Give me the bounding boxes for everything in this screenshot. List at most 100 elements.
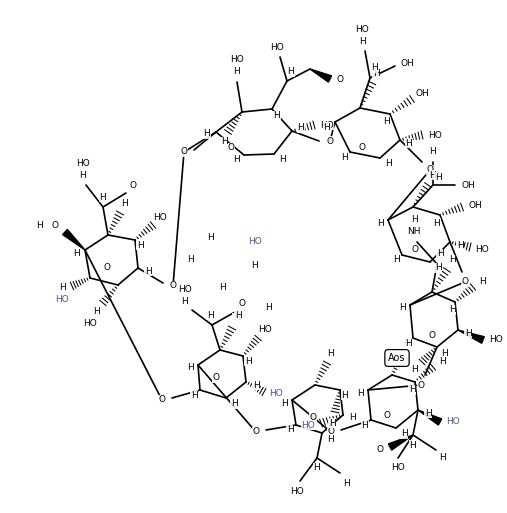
Text: H: H [449, 255, 455, 265]
Text: H: H [442, 348, 448, 358]
Text: H: H [480, 278, 486, 286]
Text: H: H [281, 399, 287, 407]
Polygon shape [458, 330, 484, 343]
Text: HO: HO [489, 336, 503, 345]
Text: H: H [314, 464, 320, 472]
Polygon shape [418, 410, 442, 425]
Text: H: H [59, 284, 65, 292]
Text: O: O [52, 221, 58, 229]
Text: H: H [425, 408, 431, 418]
Text: H: H [99, 192, 106, 202]
Text: H: H [207, 310, 213, 320]
Text: H: H [410, 441, 416, 449]
Text: HO: HO [258, 326, 272, 334]
Text: H: H [356, 388, 364, 398]
Text: HO: HO [270, 43, 284, 51]
Text: H: H [434, 264, 442, 272]
Text: H: H [80, 170, 86, 180]
Polygon shape [63, 229, 85, 250]
Text: H: H [328, 348, 335, 358]
Text: H: H [399, 304, 406, 312]
Text: HO: HO [153, 213, 167, 223]
Text: O: O [426, 166, 433, 174]
Text: O: O [337, 74, 344, 84]
Text: H: H [361, 421, 369, 429]
Text: H: H [411, 215, 417, 225]
Text: H: H [204, 129, 210, 139]
Text: H: H [187, 255, 193, 265]
Text: H: H [437, 249, 444, 259]
Text: H: H [401, 429, 408, 439]
Text: O: O [103, 264, 111, 272]
Text: O: O [461, 278, 468, 286]
Text: O: O [328, 427, 335, 437]
Text: O: O [252, 427, 260, 437]
Text: H: H [329, 419, 335, 427]
Text: O: O [358, 143, 366, 151]
Text: H: H [286, 425, 294, 435]
Text: H: H [358, 36, 366, 46]
Text: H: H [136, 241, 143, 249]
Text: O: O [169, 282, 176, 290]
Text: H: H [144, 266, 152, 275]
Text: H: H [74, 248, 81, 258]
Text: OH: OH [461, 181, 475, 189]
Text: H: H [404, 339, 410, 347]
Text: H: H [406, 139, 412, 148]
Text: H: H [405, 339, 411, 347]
Text: H: H [207, 233, 213, 243]
Text: H: H [233, 155, 239, 165]
Text: H: H [265, 304, 271, 312]
Text: H: H [93, 306, 99, 315]
Text: H: H [327, 435, 334, 444]
Text: HO: HO [83, 319, 97, 327]
Text: H: H [440, 453, 446, 463]
Text: O: O [212, 373, 220, 383]
Text: O: O [180, 148, 188, 156]
Text: H: H [298, 124, 304, 132]
Text: O: O [228, 144, 235, 152]
Text: H: H [341, 152, 347, 162]
Text: OH: OH [400, 60, 414, 69]
Text: H: H [36, 221, 43, 229]
Text: H: H [234, 68, 240, 76]
Text: H: H [252, 381, 260, 389]
Text: H: H [464, 328, 472, 338]
Text: NH: NH [407, 227, 421, 236]
Text: HO: HO [55, 295, 69, 305]
Text: H: H [121, 199, 127, 207]
Text: H: H [279, 155, 285, 165]
Text: O: O [383, 410, 390, 420]
Text: OH: OH [468, 201, 482, 209]
Text: HO: HO [355, 25, 369, 33]
Text: H: H [429, 148, 437, 156]
Text: H: H [287, 68, 295, 76]
Text: H: H [244, 357, 251, 365]
Text: HO: HO [446, 418, 460, 426]
Text: HO: HO [178, 286, 192, 294]
Text: HO: HO [320, 121, 334, 129]
Text: O: O [238, 300, 245, 308]
Text: H: H [344, 479, 350, 487]
Text: H: H [221, 137, 227, 147]
Text: H: H [371, 64, 377, 72]
Text: H: H [384, 117, 390, 127]
Text: H: H [457, 241, 463, 249]
Text: H: H [429, 170, 437, 180]
Text: HO: HO [391, 464, 405, 472]
Text: H: H [251, 261, 259, 269]
Text: H: H [233, 313, 239, 323]
Text: H: H [392, 255, 400, 265]
Polygon shape [310, 69, 332, 82]
Text: H: H [274, 111, 280, 121]
Text: HO: HO [290, 486, 304, 496]
Text: H: H [412, 365, 418, 374]
Text: HO: HO [475, 245, 489, 253]
Text: H: H [434, 172, 442, 182]
Text: OH: OH [415, 89, 429, 98]
Text: O: O [428, 330, 436, 340]
Text: HO: HO [230, 55, 244, 65]
Text: HO: HO [301, 421, 315, 429]
Text: H: H [433, 219, 441, 227]
Text: HO: HO [248, 238, 262, 247]
